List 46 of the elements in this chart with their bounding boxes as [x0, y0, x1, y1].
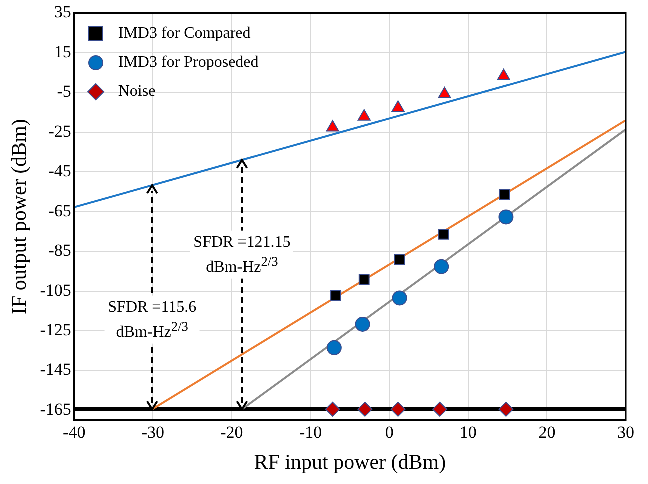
point	[358, 402, 373, 417]
point	[434, 259, 450, 274]
point	[499, 190, 510, 200]
legend-label: Noise	[118, 82, 156, 101]
point	[330, 290, 342, 302]
x-tick-label: 20	[538, 423, 556, 442]
x-tick-label: -10	[299, 423, 322, 442]
point	[438, 229, 450, 240]
point	[394, 254, 406, 266]
y-tick-label: -25	[48, 122, 72, 141]
point	[498, 402, 514, 417]
point	[326, 120, 340, 132]
point	[432, 402, 448, 417]
point	[392, 290, 408, 306]
y-axis-title: IF output power (dBm)	[7, 119, 32, 315]
point	[392, 100, 405, 112]
y-tick-label: -165	[40, 400, 72, 419]
legend-label: IMD3 for Proposeded	[118, 54, 259, 72]
annotation: SFDR =121.15 dBm-Hz$^{2/3}$	[190, 230, 294, 280]
y-tick-label: -125	[40, 320, 72, 340]
point	[358, 109, 371, 121]
x-tick-label: -30	[142, 423, 165, 442]
y-tick-label: 15	[54, 42, 72, 62]
point	[358, 274, 370, 286]
y-tick-label: -85	[48, 241, 72, 260]
point	[355, 316, 370, 332]
y-tick-label: -105	[40, 280, 72, 300]
y-tick-label: -45	[48, 162, 72, 181]
y-tick-label: -5	[57, 82, 72, 102]
legend-label: IMD3 for Compared	[118, 24, 251, 43]
x-axis-title: RF input power (dBm)	[254, 450, 446, 474]
x-tick-label: -40	[63, 423, 86, 442]
x-tick-label: 0	[385, 423, 394, 442]
point	[326, 340, 342, 356]
x-tick-label: 10	[460, 423, 477, 442]
annotation: SFDR =115.6 dBm-Hz$^{2/3}$	[105, 296, 200, 344]
point	[438, 86, 452, 98]
point	[325, 402, 340, 417]
x-tick-label: -20	[220, 423, 244, 442]
point	[498, 210, 514, 225]
y-tick-label: -65	[48, 201, 72, 220]
point	[390, 402, 406, 417]
point	[497, 68, 510, 80]
y-tick-label: 35	[54, 2, 72, 22]
x-tick-label: 30	[618, 423, 634, 442]
y-tick-label: -145	[40, 360, 72, 380]
